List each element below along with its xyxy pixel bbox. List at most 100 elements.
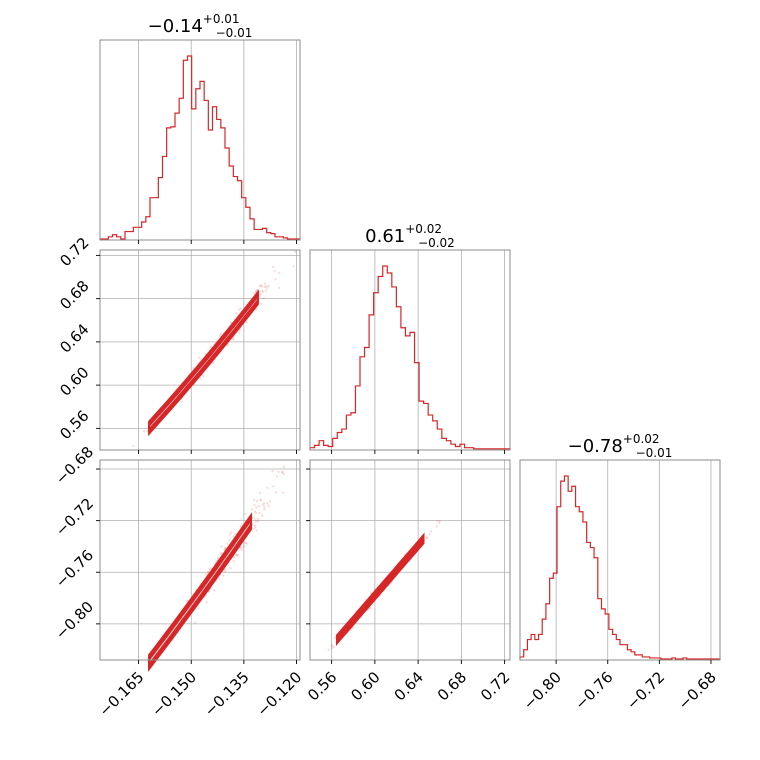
scatter-point (219, 552, 223, 555)
scatter-point (256, 519, 260, 522)
scatter-point (199, 377, 202, 380)
contour-p2-p0-level-1 (148, 514, 252, 670)
scatter-point (245, 321, 248, 324)
scatter-point (251, 523, 254, 526)
hist-p1-step (309, 265, 511, 450)
scatter-point (232, 535, 235, 538)
scatter-point (142, 430, 146, 433)
xtick-label-p0-0: −0.165 (95, 668, 147, 720)
xtick-label-p0-1: −0.150 (148, 668, 200, 720)
title-p1-plus: +0.02 (405, 222, 442, 236)
xtick-label-p0-3: −0.120 (253, 668, 305, 720)
contour-p1-p0-level-1 (148, 291, 259, 435)
scatter-point (243, 542, 246, 545)
scatter-point (262, 503, 265, 506)
title-p0-minus: −0.01 (216, 26, 253, 40)
scatter-point (262, 502, 266, 505)
scatter-point (253, 292, 256, 295)
panel-scatter-p2-p1 (306, 459, 511, 664)
scatter-point (235, 553, 238, 557)
scatter-point (198, 356, 201, 359)
scatter-point (254, 524, 257, 528)
scatter-point (228, 533, 232, 536)
scatter-point (425, 536, 428, 540)
scatter-point (229, 567, 232, 570)
xtick-label-p2-0: −0.80 (520, 668, 565, 713)
ytick-label-p2-2: −0.72 (52, 494, 97, 539)
scatter-point (253, 526, 257, 529)
scatter-point (239, 307, 242, 310)
hist-p2-step (519, 475, 721, 660)
scatter-point (256, 288, 259, 292)
scatter-point (206, 571, 209, 574)
scatter-point (259, 499, 262, 502)
scatter-point (275, 475, 279, 478)
scatter-point (266, 486, 269, 490)
scatter-point (224, 546, 227, 550)
scatter-point (192, 366, 195, 370)
frame-hist-p2 (519, 459, 721, 661)
scatter-point (292, 265, 295, 268)
frame-hist-p0 (99, 39, 301, 241)
contours-scatter-p2-p1 (336, 532, 425, 646)
scatter-point (209, 346, 212, 349)
scatter-point (240, 548, 243, 552)
ytick-label-p1-2: 0.64 (56, 320, 92, 356)
scatter-point (212, 362, 215, 365)
scatter-point (238, 331, 241, 334)
scatter-point (146, 429, 149, 433)
scatter-point (438, 519, 441, 523)
scatter-point (219, 332, 222, 336)
title-p2-minus: −0.01 (636, 446, 673, 460)
scatter-point (259, 284, 263, 287)
scatter-point (246, 542, 249, 545)
scatter-point (253, 498, 256, 502)
scatter-point (428, 533, 431, 536)
scatter-point (244, 541, 247, 544)
scatter-point (263, 285, 267, 289)
contour-p1-p0-level-0 (148, 289, 259, 437)
scatter-point (435, 525, 438, 528)
scatter-point (333, 636, 337, 640)
scatter-point (262, 297, 266, 300)
scatter-point (265, 502, 269, 505)
scatter-point (255, 499, 259, 503)
scatter-point (258, 511, 261, 515)
scatter-point (180, 400, 183, 403)
ytick-label-p1-0: 0.56 (56, 407, 92, 443)
scatter-point (260, 302, 263, 305)
scatter-point (223, 547, 227, 550)
scatter-point (240, 546, 243, 549)
scatter-point (197, 607, 200, 610)
scatter-point (228, 538, 231, 542)
ticks-hist-p0 (138, 240, 297, 244)
ytick-label-p2-0: −0.80 (52, 598, 97, 643)
scatter-point (229, 321, 232, 324)
grid-hist-p1 (331, 250, 505, 450)
ticks-scatter-p2-p1 (306, 468, 506, 664)
scatter-point (259, 498, 262, 501)
scatter-point (207, 570, 210, 573)
scatter-point (277, 470, 280, 474)
scatter-point (232, 338, 235, 341)
scatter-point (223, 570, 227, 573)
scatter-point (258, 284, 262, 288)
contour-p2-p1-level-2 (336, 535, 425, 644)
scatter-point (216, 556, 220, 560)
title-p2-plus: +0.02 (623, 432, 660, 446)
xtick-label-p2-3: −0.68 (675, 668, 720, 713)
scatter-point (332, 645, 336, 648)
scatter-point (369, 606, 372, 610)
scatter-point (268, 500, 271, 503)
scatter-point (330, 643, 333, 647)
hist-step-line-p1 (309, 265, 511, 450)
panel-hist-p1: 0.61+0.02 −0.02 (309, 222, 511, 454)
scatter-point (293, 250, 297, 253)
scatter-point (330, 644, 334, 648)
grid-scatter-p2-p0 (100, 460, 300, 660)
ytick-label-p1-4: 0.72 (56, 234, 92, 270)
hist-step-line-p2 (519, 475, 721, 660)
ticks-hist-p1 (331, 450, 506, 454)
title-p1-minus: −0.02 (418, 236, 455, 250)
